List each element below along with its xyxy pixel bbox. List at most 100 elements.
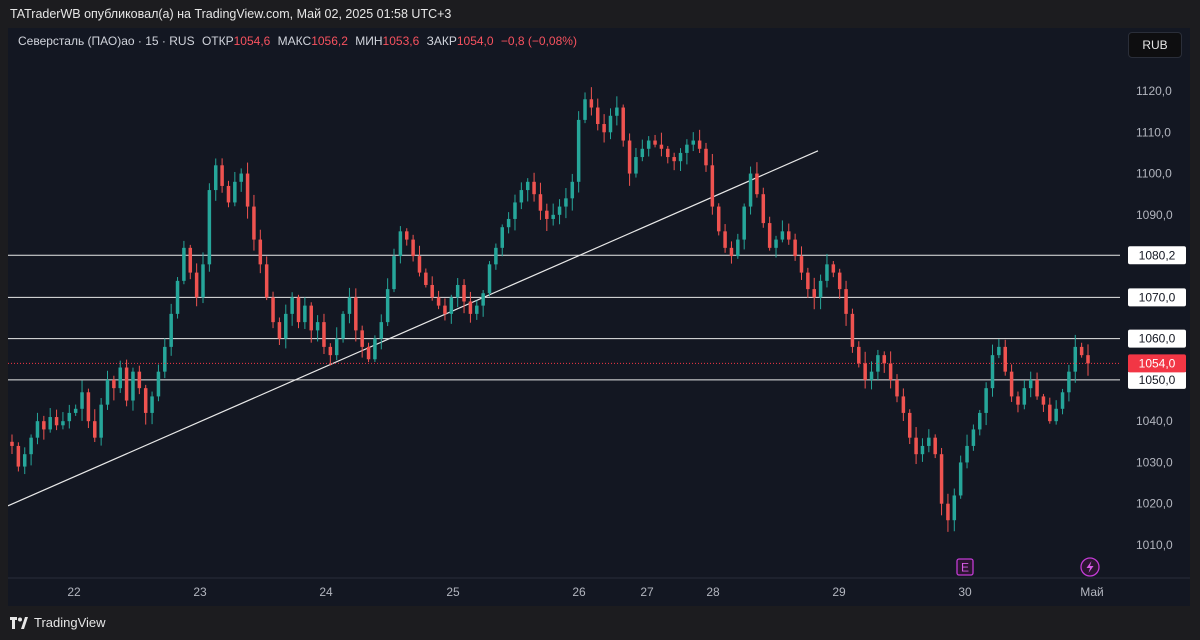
candle-body: [596, 107, 600, 125]
candle-body: [914, 437, 918, 455]
candle-body: [882, 355, 887, 364]
candle-body: [844, 289, 848, 314]
candle-body: [417, 256, 422, 273]
candle-body: [500, 227, 504, 248]
candle-body: [99, 404, 103, 438]
candle-body: [946, 503, 950, 521]
candle-body: [1016, 396, 1020, 405]
candle-body: [659, 144, 664, 149]
candle-body: [672, 157, 676, 162]
candle-body: [736, 239, 740, 257]
candle-body: [239, 173, 243, 182]
candle-body: [984, 388, 988, 413]
x-tick-label: 30: [958, 585, 972, 599]
candle-body: [328, 346, 333, 356]
candle-body: [831, 264, 836, 273]
low-label: МИН: [355, 34, 383, 48]
x-tick-label: 28: [706, 585, 720, 599]
price-chart[interactable]: 1120,01110,01100,01090,01080,01070,01060…: [8, 28, 1190, 606]
candle-body: [1060, 392, 1065, 409]
earnings-icon: [956, 558, 974, 576]
candle-body: [296, 297, 301, 323]
y-tick-label: 1110,0: [1136, 125, 1171, 139]
candle-body: [252, 206, 256, 240]
level-price-label: 1070,0: [1139, 290, 1176, 304]
candle-body: [1009, 371, 1014, 397]
candle-body: [475, 305, 479, 314]
candle-body: [818, 280, 823, 298]
candle-body: [774, 239, 778, 248]
candle-body: [201, 264, 205, 298]
level-price-tag: [1128, 246, 1186, 265]
candle-body: [863, 363, 867, 380]
level-price-label: 1050,0: [1139, 373, 1176, 387]
tradingview-logo[interactable]: TradingView: [10, 615, 106, 630]
symbol-name: Северсталь (ПАО)ао · 15 · RUS: [18, 34, 195, 48]
price-scale: [1120, 28, 1190, 606]
candle-body: [494, 247, 498, 265]
candle-body: [16, 445, 21, 467]
low-value: 1053,6: [382, 34, 420, 48]
candle-body: [137, 371, 142, 389]
candle-body: [213, 165, 218, 191]
candle-body: [61, 421, 65, 426]
candle-body: [271, 297, 275, 323]
candle-body: [430, 284, 434, 298]
candle-body: [455, 284, 460, 298]
candle-body: [163, 346, 167, 372]
candle-body: [895, 379, 899, 397]
candle-body: [519, 190, 524, 203]
candle-body: [245, 173, 250, 207]
close-label: ЗАКР: [426, 34, 457, 48]
candle-body: [589, 99, 594, 108]
chart-area[interactable]: 1120,01110,01100,01090,01080,01070,01060…: [8, 28, 1190, 606]
candle-body: [385, 289, 390, 323]
x-tick-label: 24: [319, 585, 333, 599]
high-value: 1056,2: [311, 34, 348, 48]
candle-body: [691, 140, 696, 145]
level-price-label: 1060,0: [1139, 332, 1176, 346]
publisher-header: TATraderWB опубликовал(а) на TradingView…: [0, 0, 1200, 28]
candle-body: [869, 371, 874, 380]
candle-body: [341, 313, 345, 339]
candle-body: [678, 152, 683, 162]
candle-body: [347, 297, 352, 314]
candle-body: [309, 305, 313, 331]
candle-body: [825, 264, 829, 281]
candle-body: [226, 185, 231, 203]
y-tick-label: 1030,0: [1136, 455, 1173, 469]
currency-button[interactable]: RUB: [1128, 32, 1182, 58]
trendline: [8, 150, 819, 507]
candle-body: [35, 421, 40, 438]
candle-body: [971, 429, 976, 446]
candle-body: [150, 396, 154, 413]
candle-body: [729, 247, 734, 257]
candle-body: [73, 408, 78, 413]
candle-body: [264, 264, 269, 298]
candle-body: [793, 239, 797, 257]
candle-body: [634, 157, 638, 174]
candle-body: [653, 140, 657, 145]
candle-body: [532, 181, 536, 195]
candle-body: [608, 115, 613, 133]
candle-body: [927, 437, 931, 446]
x-tick-label: 25: [446, 585, 460, 599]
candle-body: [188, 247, 193, 273]
candle-body: [799, 256, 804, 273]
x-tick-label: Май: [1080, 585, 1104, 599]
candle-body: [118, 367, 122, 389]
candle-body: [10, 441, 14, 446]
candle-body: [615, 107, 619, 116]
y-tick-label: 1120,0: [1136, 84, 1172, 98]
candle-body: [787, 231, 791, 240]
candle-body: [220, 165, 224, 186]
candle-body: [424, 272, 428, 285]
symbol-legend: Северсталь (ПАО)ао · 15 · RUS ОТКР1054,6…: [18, 34, 577, 48]
high-label: МАКС: [277, 34, 312, 48]
candle-body: [169, 313, 173, 347]
candle-body: [1003, 346, 1007, 372]
candle-body: [379, 322, 384, 339]
candle-body: [398, 231, 403, 257]
level-price-tag: [1128, 288, 1186, 307]
candle-body: [780, 231, 785, 240]
